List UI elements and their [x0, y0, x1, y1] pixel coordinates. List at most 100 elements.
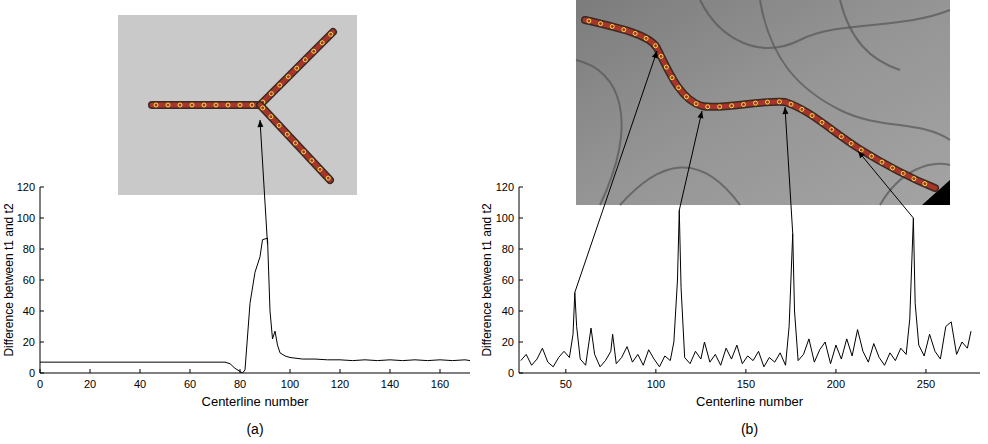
centerline-point	[644, 36, 648, 40]
x-tick	[925, 369, 926, 373]
x-tick-label: 100	[647, 378, 665, 390]
centerline-point	[789, 102, 793, 106]
x-tick-label: 80	[234, 378, 246, 390]
y-tick-label: 40	[502, 305, 514, 317]
centerline	[260, 105, 330, 180]
background-vessel	[700, 0, 950, 48]
centerline-point	[810, 114, 814, 118]
x-tick	[340, 369, 341, 373]
centerline-point	[730, 104, 734, 108]
y-tick	[40, 342, 44, 343]
centerline-point	[870, 154, 874, 158]
y-tick	[519, 218, 523, 219]
arrow-head	[782, 107, 788, 114]
centerline-point	[329, 32, 333, 36]
y-tick-label: 120	[496, 181, 514, 193]
background-vessel	[840, 0, 900, 70]
background-vessel	[760, 0, 950, 140]
centerline-point	[178, 103, 182, 107]
x-tick	[835, 369, 836, 373]
centerline-point	[839, 135, 843, 139]
x-tick	[655, 369, 656, 373]
centerline-point	[677, 86, 681, 90]
y-tick-label: 0	[508, 367, 514, 379]
centerline-point	[285, 132, 289, 136]
y-tick-label: 0	[29, 367, 35, 379]
arrow	[260, 120, 268, 244]
x-tick	[90, 369, 91, 373]
y-tick-label: 80	[502, 243, 514, 255]
x-tick-label: 100	[281, 378, 299, 390]
inset-image-b	[576, 0, 950, 205]
x-tick-label: 200	[827, 378, 845, 390]
x-tick	[290, 369, 291, 373]
centerline-point	[166, 103, 170, 107]
y-axis-title: Difference between t1 and t2	[480, 203, 494, 357]
x-tick	[140, 369, 141, 373]
centerline-point	[664, 65, 668, 69]
y-tick	[40, 187, 44, 188]
x-tick-label: 120	[331, 378, 349, 390]
centerline	[585, 20, 935, 188]
y-axis-title: Difference between t1 and t2	[2, 203, 16, 357]
centerline-point	[742, 102, 746, 106]
centerline-point	[277, 123, 281, 127]
background-vessel	[576, 60, 622, 205]
centerline-point	[214, 103, 218, 107]
arrow-head	[698, 111, 704, 118]
centerline-point	[318, 167, 322, 171]
centerline-point	[820, 120, 824, 124]
y-tick	[40, 218, 44, 219]
centerline-point	[706, 105, 710, 109]
vessel-edge	[260, 32, 333, 105]
x-tick-label: 160	[431, 378, 449, 390]
x-axis	[40, 373, 470, 374]
centerline-point	[659, 54, 663, 58]
x-tick-label: 250	[917, 378, 935, 390]
vessel	[260, 32, 333, 105]
centerline-point	[849, 141, 853, 145]
arrow	[858, 151, 913, 218]
vessel	[152, 103, 260, 108]
centerline-point	[622, 28, 626, 32]
centerline-point	[190, 103, 194, 107]
x-tick	[190, 369, 191, 373]
y-tick-label: 20	[502, 336, 514, 348]
centerline-point	[269, 115, 273, 119]
arrow	[679, 111, 702, 210]
x-tick-label: 150	[737, 378, 755, 390]
x-tick-label: 50	[560, 378, 572, 390]
arrow	[785, 107, 793, 234]
x-axis	[519, 373, 980, 374]
centerline-point	[250, 103, 254, 107]
panel-caption: (b)	[741, 421, 758, 437]
data-line	[521, 210, 971, 367]
centerline-point	[238, 103, 242, 107]
centerline-point	[923, 182, 927, 186]
centerline-point	[901, 171, 905, 175]
plot-area	[40, 238, 470, 373]
background-vessel	[620, 167, 740, 205]
vessel-edge	[152, 101, 260, 109]
centerline-point	[302, 150, 306, 154]
y-tick-label: 100	[496, 212, 514, 224]
x-tick	[390, 369, 391, 373]
x-tick-label: 20	[84, 378, 96, 390]
image-background	[118, 15, 357, 195]
centerline-point	[694, 102, 698, 106]
centerline-point	[278, 83, 282, 87]
centerline-point	[890, 166, 894, 170]
centerline-point	[295, 66, 299, 70]
x-tick	[745, 369, 746, 373]
centerline-point	[684, 95, 688, 99]
centerline-point	[293, 141, 297, 145]
x-tick	[40, 369, 41, 373]
centerline-point	[765, 100, 769, 104]
centerline-point	[753, 101, 757, 105]
y-tick	[519, 373, 523, 374]
centerline-point	[912, 177, 916, 181]
centerline-point	[670, 76, 674, 80]
centerline-point	[587, 19, 591, 23]
y-tick-label: 100	[17, 212, 35, 224]
x-tick-label: 0	[37, 378, 43, 390]
